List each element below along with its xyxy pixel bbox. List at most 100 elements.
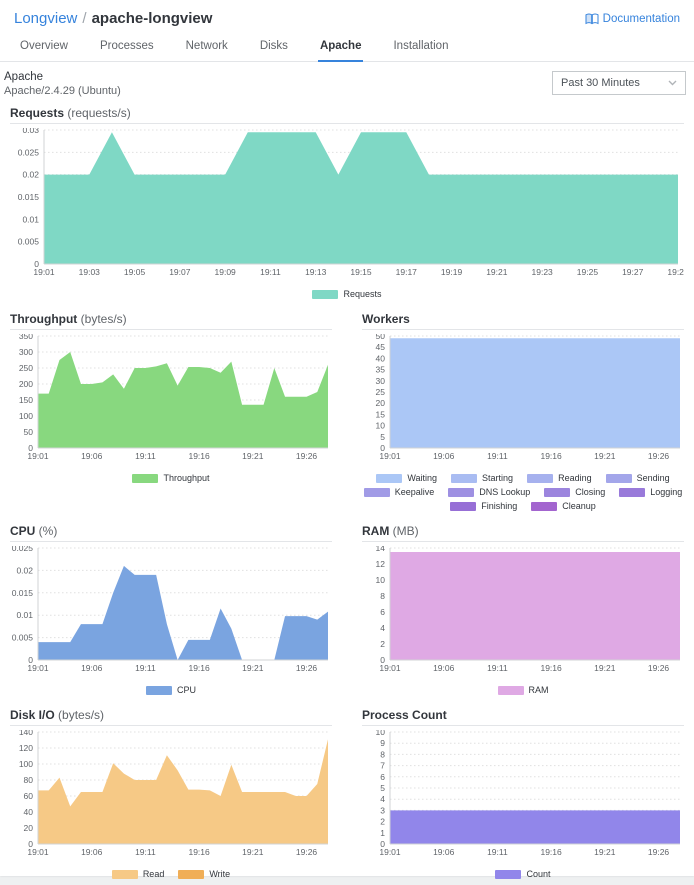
tab-processes[interactable]: Processes [99, 40, 154, 52]
chart-title-text: Disk I/O [10, 708, 55, 722]
legend-swatch [605, 473, 632, 483]
svg-text:6: 6 [380, 772, 385, 782]
chart-title-text: CPU [10, 524, 36, 538]
svg-text:19:07: 19:07 [169, 267, 191, 277]
legend-label: Closing [575, 487, 606, 497]
svg-text:19:06: 19:06 [81, 663, 103, 673]
book-icon [585, 13, 599, 25]
svg-text:50: 50 [24, 427, 34, 437]
chart-title-rule [362, 725, 684, 726]
svg-text:19:01: 19:01 [27, 663, 49, 673]
legend-label: Requests [343, 289, 382, 299]
svg-text:30: 30 [376, 376, 386, 386]
svg-text:19:06: 19:06 [433, 847, 455, 857]
legend-item-closing: Closing [544, 487, 605, 497]
svg-text:19:11: 19:11 [487, 451, 508, 461]
svg-text:19:01: 19:01 [33, 267, 55, 277]
legend-label: Reading [558, 473, 592, 483]
chart-legend: RAM [362, 685, 684, 695]
legend-item-read: Read [111, 869, 164, 879]
chart-row-3: CPU (%) 0 0.005 0.01 0.015 0.02 0.025 19:01 19:0… [10, 519, 684, 695]
svg-text:0.025: 0.025 [18, 147, 40, 157]
chart-legend: Requests [10, 289, 684, 299]
svg-text:19:09: 19:09 [215, 267, 237, 277]
svg-text:12: 12 [376, 559, 386, 569]
chart-panel-ram: RAM (MB) 0 2 4 6 8 10 12 14 19:01 19:06 19:11 19:16 1… [362, 519, 684, 695]
chart-title-text: Workers [362, 312, 410, 326]
svg-text:60: 60 [24, 791, 34, 801]
breadcrumb: Longview / apache-longview [14, 10, 212, 27]
chart-title-rule [10, 725, 332, 726]
svg-text:120: 120 [19, 743, 33, 753]
svg-text:19:01: 19:01 [379, 451, 401, 461]
time-range-select[interactable]: Past 30 Minutes [552, 71, 686, 95]
svg-text:19:26: 19:26 [648, 847, 670, 857]
legend-swatch [527, 473, 554, 483]
legend-label: Throughput [163, 473, 210, 483]
tab-disks[interactable]: Disks [259, 40, 288, 52]
svg-text:9: 9 [380, 738, 385, 748]
svg-text:19:26: 19:26 [296, 451, 318, 461]
svg-text:19:16: 19:16 [540, 663, 562, 673]
tab-installation[interactable]: Installation [393, 40, 449, 52]
legend-swatch [451, 473, 478, 483]
documentation-label: Documentation [602, 12, 680, 25]
svg-text:19:17: 19:17 [396, 267, 418, 277]
svg-text:19:01: 19:01 [379, 663, 401, 673]
legend-label: Starting [482, 473, 514, 483]
svg-text:0.03: 0.03 [22, 128, 39, 135]
legend-swatch [111, 869, 138, 879]
legend-label: Count [526, 869, 551, 879]
chart-title-unit: (bytes/s) [54, 708, 105, 722]
chart-title-unit: (bytes/s) [77, 312, 127, 326]
chart-title-text: RAM [362, 524, 390, 538]
svg-text:0.005: 0.005 [18, 237, 40, 247]
chart-legend: Count [362, 869, 684, 879]
svg-text:40: 40 [376, 353, 386, 363]
chart-title: Throughput (bytes/s) [10, 307, 332, 329]
svg-text:6: 6 [380, 607, 385, 617]
svg-text:19:21: 19:21 [486, 267, 508, 277]
svg-text:0.02: 0.02 [22, 170, 39, 180]
svg-text:350: 350 [19, 334, 33, 341]
legend-item-count: Count [495, 869, 551, 879]
svg-text:19:01: 19:01 [379, 847, 401, 857]
legend-label: Keepalive [394, 487, 435, 497]
svg-text:10: 10 [376, 575, 386, 585]
chart-title: Workers [362, 307, 684, 329]
chart-plot: 0 2 4 6 8 10 12 14 19:01 19:06 19:11 19:16 19:21 19:2… [376, 543, 680, 673]
svg-text:0: 0 [380, 655, 385, 665]
chart-panel-process-count: Process Count 0 1 2 3 4 5 6 7 8 9 10 19:01 19:06 19:11… [362, 703, 684, 879]
tab-network[interactable]: Network [185, 40, 228, 52]
charts-area: Requests (requests/s) 0 0.005 0.01 0.015 0.02… [0, 101, 694, 879]
legend-label: CPU [176, 685, 196, 695]
chart-legend: Read Write [10, 869, 332, 879]
svg-text:19:05: 19:05 [124, 267, 146, 277]
tab-overview[interactable]: Overview [20, 40, 68, 52]
apache-meta: Apache Apache/2.4.29 (Ubuntu) [4, 71, 121, 97]
chart-panel-requests: Requests (requests/s) 0 0.005 0.01 0.015 0.02… [10, 101, 689, 299]
chart-title-rule [362, 541, 684, 542]
legend-swatch [132, 473, 159, 483]
apache-meta-row: Apache Apache/2.4.29 (Ubuntu) Past 30 Mi… [0, 62, 694, 101]
legend-swatch [363, 487, 390, 497]
svg-text:0: 0 [380, 443, 385, 453]
svg-text:2: 2 [380, 817, 385, 827]
svg-text:19:16: 19:16 [188, 847, 210, 857]
legend-swatch [497, 685, 524, 695]
section-title: Apache [4, 71, 44, 83]
apache-version: Apache/2.4.29 (Ubuntu) [4, 85, 121, 97]
documentation-link[interactable]: Documentation [585, 13, 680, 25]
time-range-value: Past 30 Minutes [561, 77, 640, 89]
svg-text:2: 2 [380, 639, 385, 649]
legend-swatch [178, 869, 205, 879]
legend-swatch [531, 501, 558, 511]
chart-title-text: Requests [10, 106, 65, 120]
breadcrumb-longview-link[interactable]: Longview [14, 10, 78, 27]
svg-text:0: 0 [34, 259, 39, 269]
chart-row-4: Disk I/O (bytes/s) 0 20 40 60 80 100 120 140 19:0… [10, 703, 684, 879]
legend-item-dns-lookup: DNS Lookup [448, 487, 530, 497]
tab-apache[interactable]: Apache [317, 33, 364, 62]
